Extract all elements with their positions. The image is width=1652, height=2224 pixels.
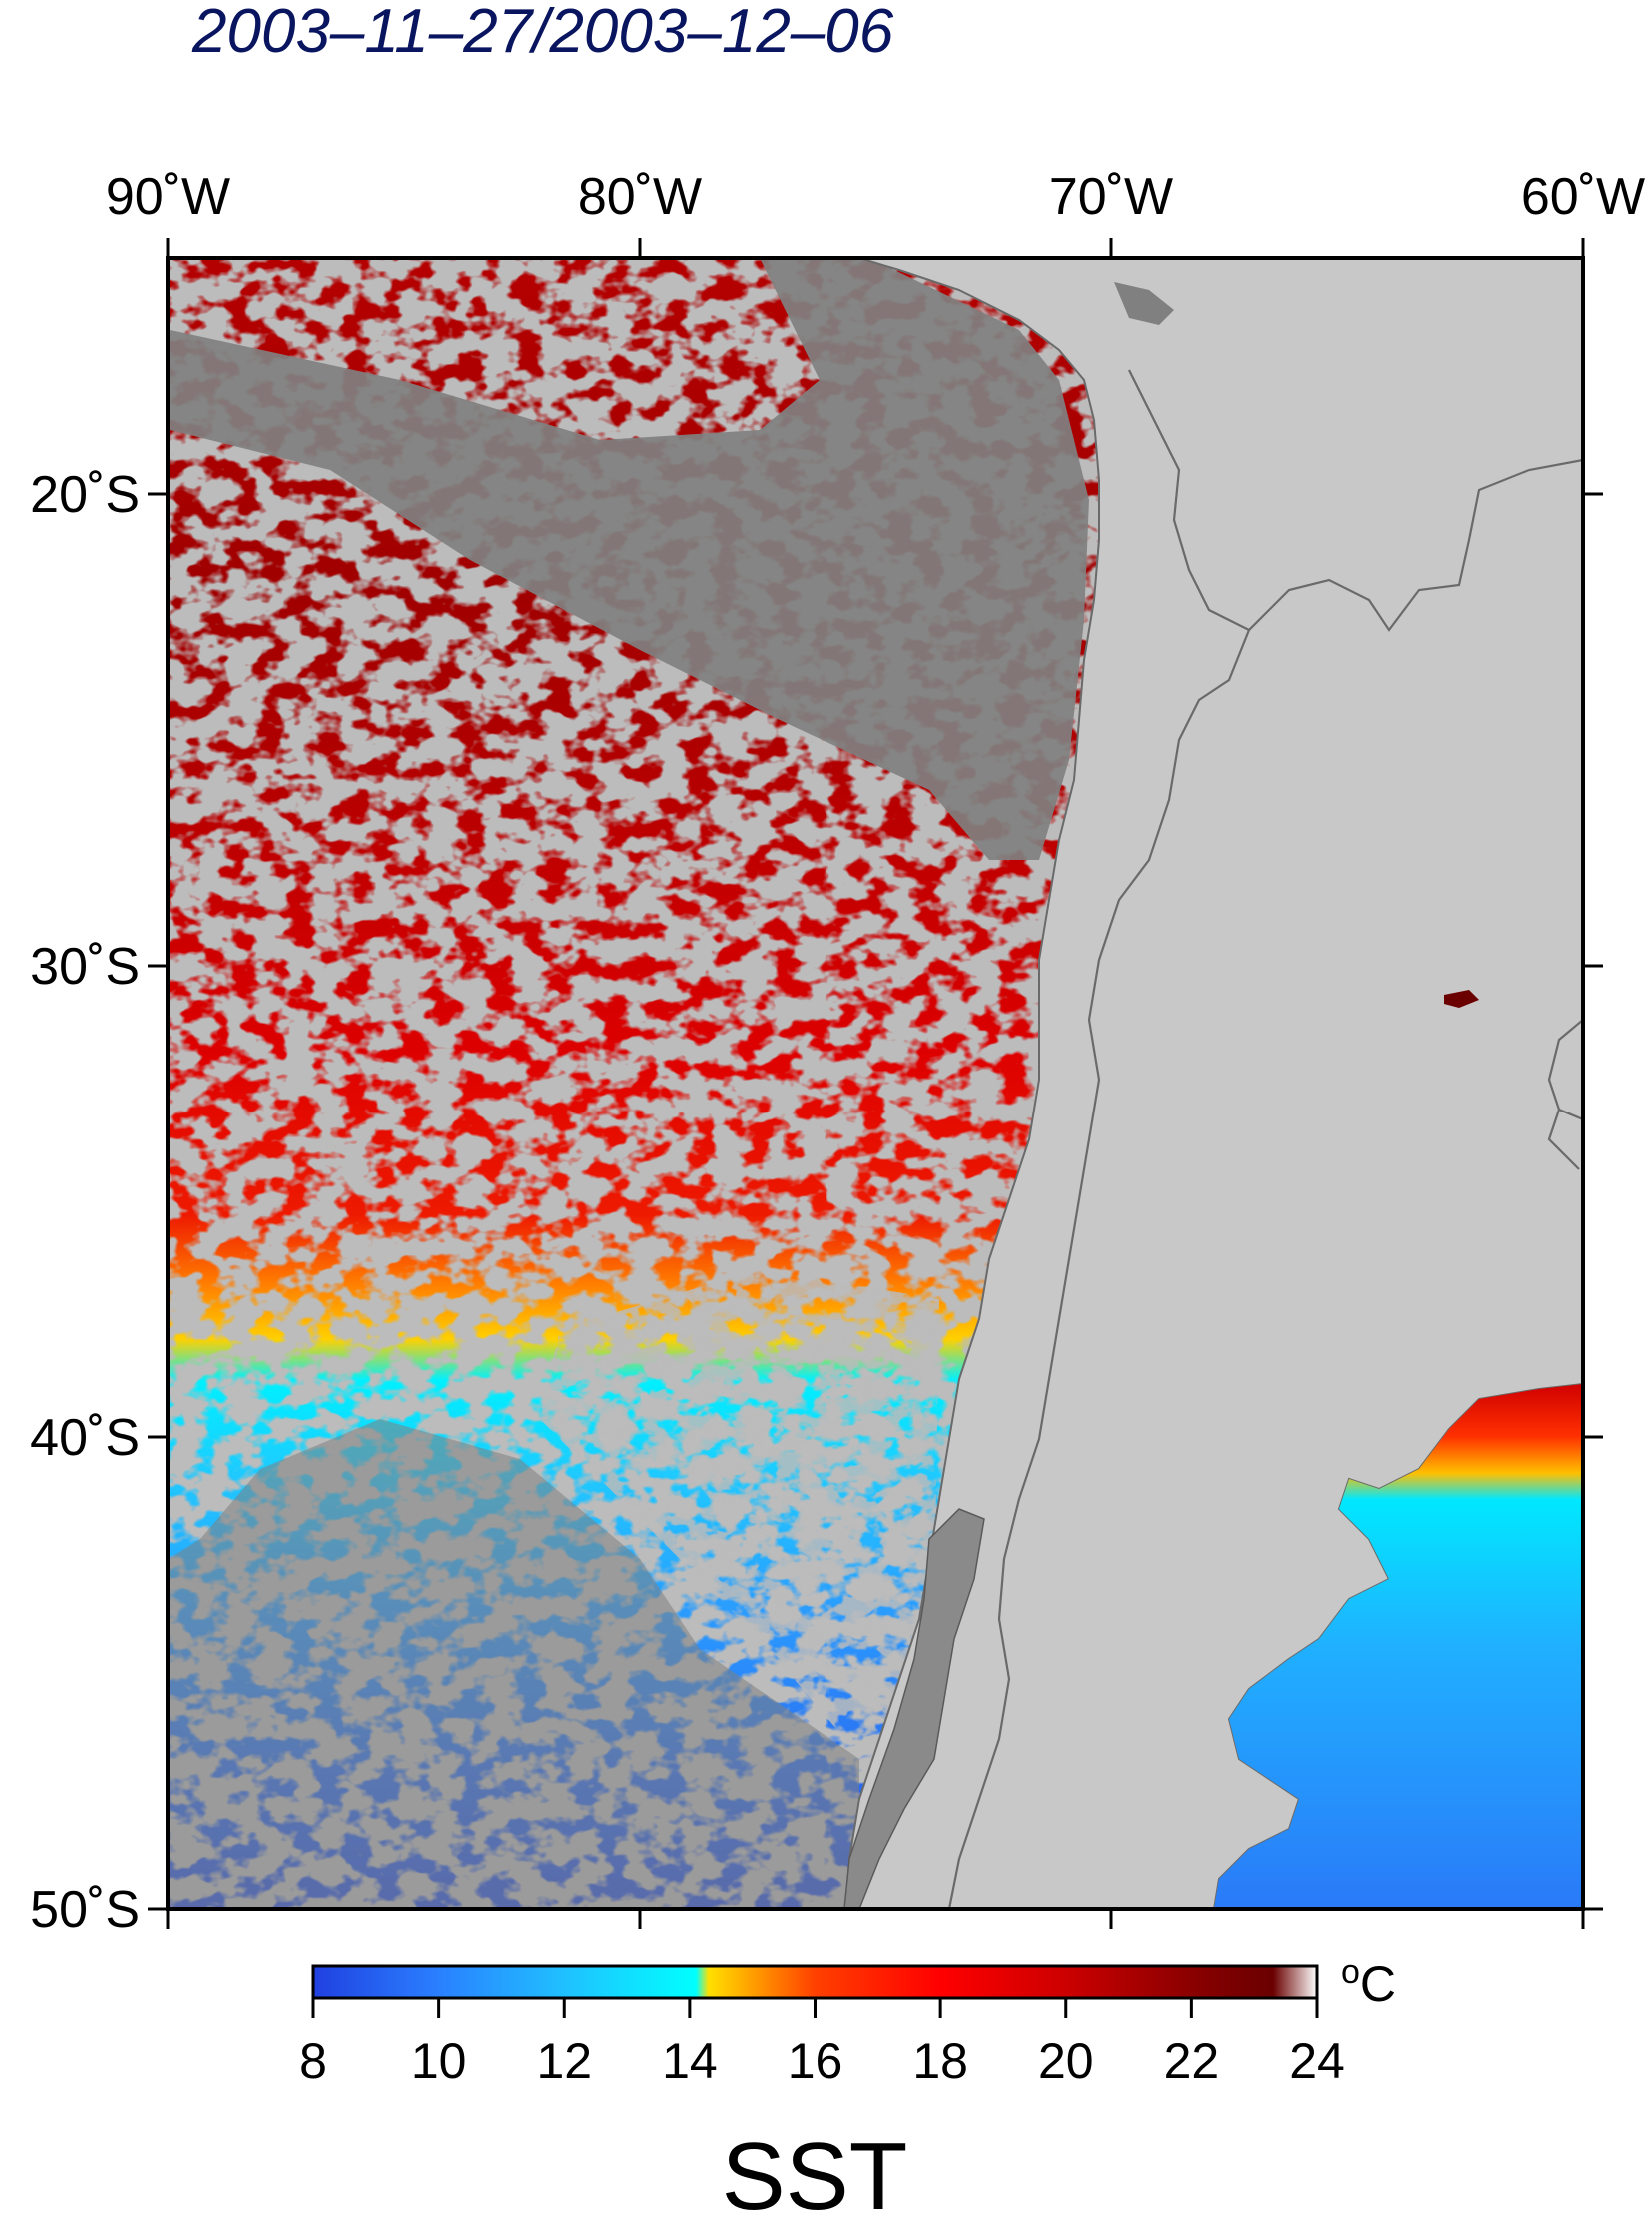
colorbar-tick-label: 22 <box>1164 2033 1220 2089</box>
colorbar-tick-label: 24 <box>1289 2033 1345 2089</box>
colorbar-tick-label: 12 <box>536 2033 592 2089</box>
colorbar-tick-label: 10 <box>411 2033 467 2089</box>
colorbar-ramp <box>313 1966 1317 1998</box>
variable-label: SST <box>722 2123 908 2224</box>
unit-superscript: o <box>1341 1953 1360 1991</box>
map-panel <box>168 258 1583 1909</box>
lon-tick-label: 80˚W <box>578 168 702 226</box>
lat-tick-label: 30˚S <box>30 938 140 996</box>
colorbar-unit: oC <box>1341 1953 1396 2012</box>
lat-tick-label: 40˚S <box>30 1409 140 1467</box>
colorbar-tick-label: 18 <box>912 2033 968 2089</box>
colorbar-tick-label: 16 <box>788 2033 843 2089</box>
colorbar-tick-label: 8 <box>299 2033 327 2089</box>
lon-tick-label: 70˚W <box>1049 168 1173 226</box>
colorbar-tick-label: 14 <box>662 2033 718 2089</box>
colorbar-tick-label: 20 <box>1038 2033 1094 2089</box>
colorbar: 8 10 12 14 16 18 20 22 24 oC <box>299 1953 1396 2089</box>
colorbar-ticks: 8 10 12 14 16 18 20 22 24 <box>299 1998 1345 2089</box>
lon-tick-label: 90˚W <box>106 168 230 226</box>
lat-tick-label: 50˚S <box>30 1881 140 1939</box>
unit-symbol: C <box>1360 1956 1396 2012</box>
lat-tick-label: 20˚S <box>30 466 140 524</box>
lon-tick-label: 60˚W <box>1521 168 1645 226</box>
map-title: 2003–11–27/2003–12–06 <box>191 0 894 66</box>
